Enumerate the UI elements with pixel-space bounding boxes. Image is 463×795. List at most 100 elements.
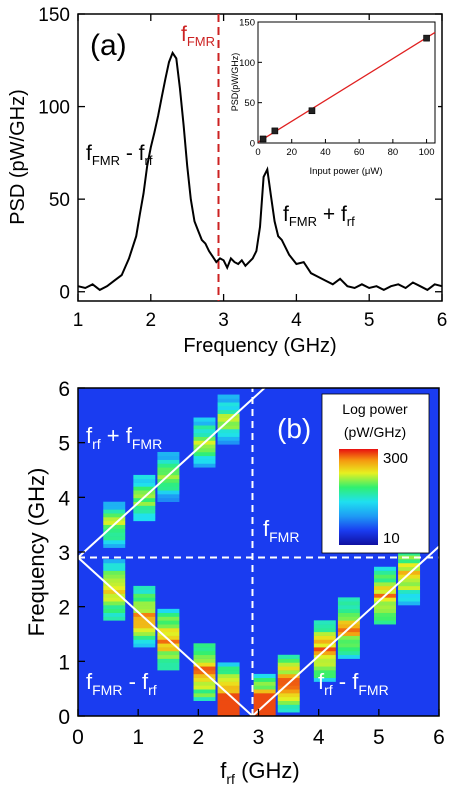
panel-b-x-tick-label: 1 xyxy=(132,726,144,749)
heatmap-cell xyxy=(133,597,156,602)
heatmap-cell xyxy=(193,693,216,698)
heatmap-cell xyxy=(374,582,396,587)
heatmap-cell xyxy=(157,631,180,636)
heatmap-cell xyxy=(277,662,300,667)
heatmap-cell xyxy=(398,574,421,579)
heatmap-cell xyxy=(133,474,156,480)
heatmap-cell xyxy=(157,455,180,460)
inset-data-point xyxy=(271,127,279,135)
panel-b: 0 1 2 3 4 5 6 0 1 2 3 4 5 6 (b) frf + fFMR fFMR fFMR … xyxy=(24,378,445,787)
heatmap-cell xyxy=(337,608,360,613)
left-peak-label: fFMR - frf xyxy=(86,142,153,168)
panel-b-x-tick-label: 3 xyxy=(253,726,265,749)
heatmap-cell xyxy=(217,677,240,682)
heatmap-cell xyxy=(217,421,240,426)
line-frf-minus-ffmr xyxy=(251,545,439,716)
heatmap-cell xyxy=(133,593,156,598)
heatmap-cell xyxy=(277,677,300,682)
panel-a-x-tick-label: 1 xyxy=(73,310,84,331)
heatmap-cell xyxy=(103,578,126,583)
heatmap-cell xyxy=(217,670,240,675)
panel-a-x-tick-label: 4 xyxy=(291,310,302,331)
panel-b-y-tick-label: 4 xyxy=(58,487,70,510)
heatmap-cell xyxy=(217,673,240,679)
heatmap-cell xyxy=(217,708,240,713)
panel-b-x-tick-label: 0 xyxy=(72,726,84,749)
inset-data-point xyxy=(259,135,267,143)
panel-a-y-tick-label: 150 xyxy=(38,5,70,26)
heatmap-cell xyxy=(193,432,216,437)
heatmap-cell xyxy=(253,696,276,701)
heatmap-cell xyxy=(217,436,240,441)
heatmap-cell xyxy=(157,459,180,464)
dispersion-lines xyxy=(78,388,439,716)
heatmap-cell xyxy=(374,574,396,579)
heatmap-cell xyxy=(193,429,216,434)
heatmap-cell xyxy=(313,673,336,679)
heatmap-cell xyxy=(103,539,126,545)
heatmap-cell xyxy=(374,601,396,606)
heatmap-cell xyxy=(193,455,216,460)
heatmap-cell xyxy=(217,662,240,667)
heatmap-cell xyxy=(398,585,421,591)
heatmap-cell xyxy=(103,509,126,514)
heatmap-cell xyxy=(277,696,300,701)
heatmap-cell xyxy=(337,605,360,610)
heatmap-cell xyxy=(133,589,156,594)
heatmap-cell xyxy=(277,673,300,679)
heatmap-cell xyxy=(103,524,126,529)
heatmap-cell xyxy=(103,528,126,533)
heatmap-cell xyxy=(374,589,396,594)
heatmap-cell xyxy=(157,494,180,499)
heatmap-cell xyxy=(193,463,216,468)
inset-data-point xyxy=(423,34,430,42)
heatmap-cell xyxy=(157,451,180,457)
heatmap-cell xyxy=(277,700,300,705)
inset-x-tick-label: 20 xyxy=(286,147,297,158)
heatmap-cell xyxy=(157,662,180,667)
heatmap-cell xyxy=(217,685,240,690)
label-ffmr: fFMR xyxy=(263,516,299,545)
heatmap-cell xyxy=(133,631,156,636)
inset-chart: 0 20 40 60 80 100 0 50 100 150 Input power (μW) P… xyxy=(230,18,438,177)
heatmap-cell xyxy=(398,601,421,606)
inset-x-tick-label: 40 xyxy=(320,147,331,158)
heatmap-cell xyxy=(337,616,360,621)
panel-b-y-tick-label: 6 xyxy=(58,378,70,401)
heatmap-cell xyxy=(277,654,300,659)
heatmap-cell xyxy=(374,566,396,571)
label-ffmr-minus-frf: fFMR - frf xyxy=(86,669,157,698)
heatmap-cell xyxy=(133,639,156,644)
heatmap-cell xyxy=(374,597,396,602)
panel-a-y-tick-label: 100 xyxy=(38,98,70,119)
heatmap-cell xyxy=(277,666,300,671)
heatmap-cell xyxy=(313,658,336,663)
heatmap-cell xyxy=(157,639,180,644)
heatmap-cell xyxy=(193,650,216,656)
heatmap-cell xyxy=(133,585,156,591)
heatmap-cell xyxy=(157,608,180,613)
heatmap-cell xyxy=(374,608,396,613)
inset-y-axis-label: PSD(pW/GHz) xyxy=(230,53,240,112)
panel-a-y-tick-label: 0 xyxy=(59,283,70,304)
heatmap-cell xyxy=(374,616,396,621)
heatmap-cell xyxy=(313,666,336,671)
heatmap-cell xyxy=(133,509,156,514)
inset-data-point xyxy=(308,107,316,115)
panel-b-ticks: 0 1 2 3 4 5 6 0 1 2 3 4 5 6 xyxy=(58,378,445,749)
colorbar-min-label: 10 xyxy=(383,530,400,547)
heatmap-cell xyxy=(133,624,156,629)
inset-x-tick-label: 60 xyxy=(354,147,365,158)
heatmap-cell xyxy=(157,478,180,483)
heatmap-cell xyxy=(217,696,240,701)
heatmap-cell xyxy=(253,704,276,709)
heatmap-cell xyxy=(133,612,156,617)
heatmap-cell xyxy=(277,704,300,709)
panel-a-y-axis-label: PSD (pW/GHz) xyxy=(7,89,29,225)
inset-x-tick-label: 80 xyxy=(388,147,399,158)
psd-curve xyxy=(77,50,443,292)
heatmap-cell xyxy=(398,597,421,602)
heatmap-cell xyxy=(337,650,360,656)
heatmap-cell xyxy=(103,582,126,587)
